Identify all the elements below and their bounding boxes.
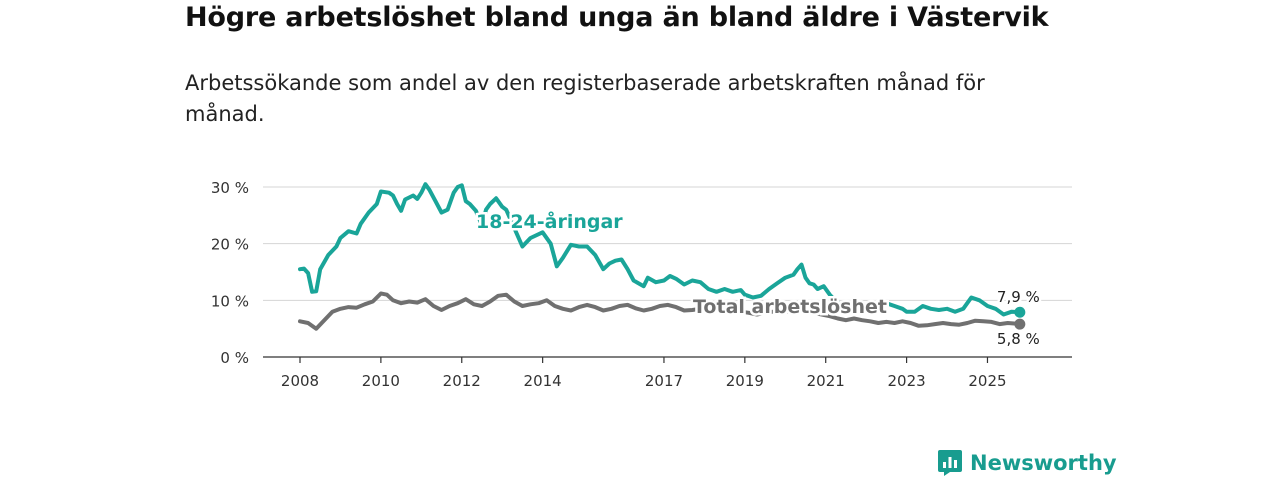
series-line-total <box>298 291 1022 331</box>
y-tick-label: 0 % <box>220 349 249 367</box>
series-label-youth: 18-24-åringar <box>476 209 623 233</box>
x-tick-label: 2017 <box>645 372 683 390</box>
end-value-label-youth: 7,9 % <box>997 288 1040 306</box>
x-tick-label: 2008 <box>281 372 319 390</box>
series-end-marker-total <box>1014 318 1026 330</box>
x-tick-label: 2014 <box>524 372 562 390</box>
x-tick-label: 2010 <box>362 372 400 390</box>
newsworthy-logo: Newsworthy <box>937 449 1117 477</box>
series-end-marker-youth <box>1014 306 1026 318</box>
series-line-youth <box>298 182 1022 317</box>
x-tick-label: 2021 <box>807 372 845 390</box>
x-tick-label: 2012 <box>443 372 481 390</box>
y-tick-label: 10 % <box>211 292 249 310</box>
x-tick-label: 2025 <box>968 372 1006 390</box>
label-layer: 18-24-åringar Total arbetslöshet 7,9 % 5,8 … <box>474 207 1043 351</box>
y-tick-label: 20 % <box>211 236 249 254</box>
chart-subtitle: Arbetssökande som andel av den registerb… <box>185 71 985 126</box>
series-layer <box>298 182 1026 331</box>
x-tick-label: 2019 <box>726 372 764 390</box>
x-tick-label: 2023 <box>887 372 925 390</box>
newsworthy-logo-text: Newsworthy <box>970 451 1117 475</box>
axis-layer: 0 % 10 % 20 % 30 % 2008 2010 2012 2014 2017 2019 2… <box>211 179 1072 390</box>
newsworthy-logo-icon <box>938 450 962 476</box>
series-label-total: Total arbetslöshet <box>693 296 887 318</box>
grid-layer <box>263 186 1072 301</box>
end-value-label-total: 5,8 % <box>997 330 1040 348</box>
chart-title: Högre arbetslöshet bland unga än bland ä… <box>185 2 1049 33</box>
y-tick-label: 30 % <box>211 179 249 197</box>
